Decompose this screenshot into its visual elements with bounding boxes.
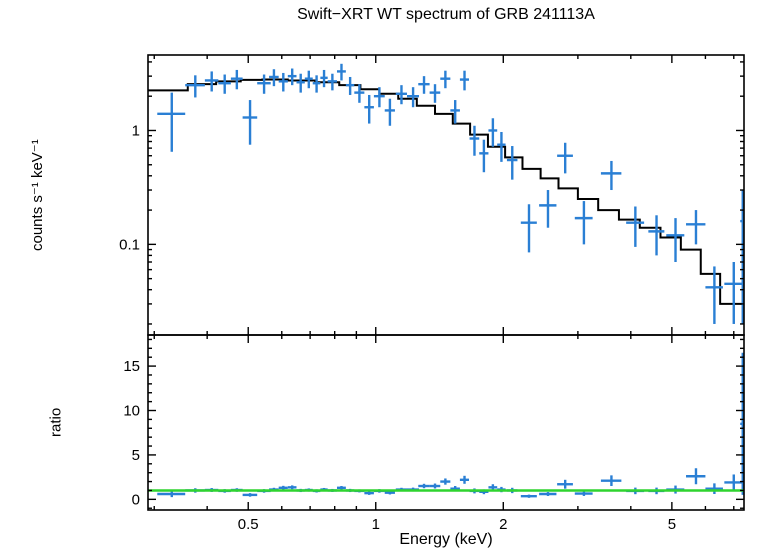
x-axis-label: Energy (keV): [399, 531, 493, 548]
spectrum-panel-ticks: [148, 55, 744, 335]
model-step-line: [148, 78, 744, 305]
x-tick-label: 1: [372, 516, 380, 533]
chart-title: Swift−XRT WT spectrum of GRB 241113A: [297, 6, 595, 23]
x-tick-label: 0.5: [238, 516, 259, 533]
ratio-y-tick-label: 15: [123, 358, 140, 375]
ratio-y-tick-label: 0: [132, 491, 140, 508]
spectrum-panel-frame: [147, 54, 745, 336]
ratio-panel-data: [148, 352, 744, 498]
ratio-data-points: [157, 352, 744, 498]
ratio-y-tick-label: 5: [132, 447, 140, 464]
x-tick-label: 5: [668, 516, 676, 533]
ratio-y-tick-label: 10: [123, 403, 140, 420]
ratio-panel-frame: [147, 334, 745, 511]
spectrum-y-tick-label: 1: [132, 122, 140, 139]
spectrum-panel-data: [148, 63, 744, 324]
spectrum-y-tick-label: 0.1: [119, 236, 140, 253]
ratio-panel-ticks: [148, 335, 744, 510]
spectrum-data-points: [157, 63, 744, 324]
x-tick-label: 2: [499, 516, 507, 533]
